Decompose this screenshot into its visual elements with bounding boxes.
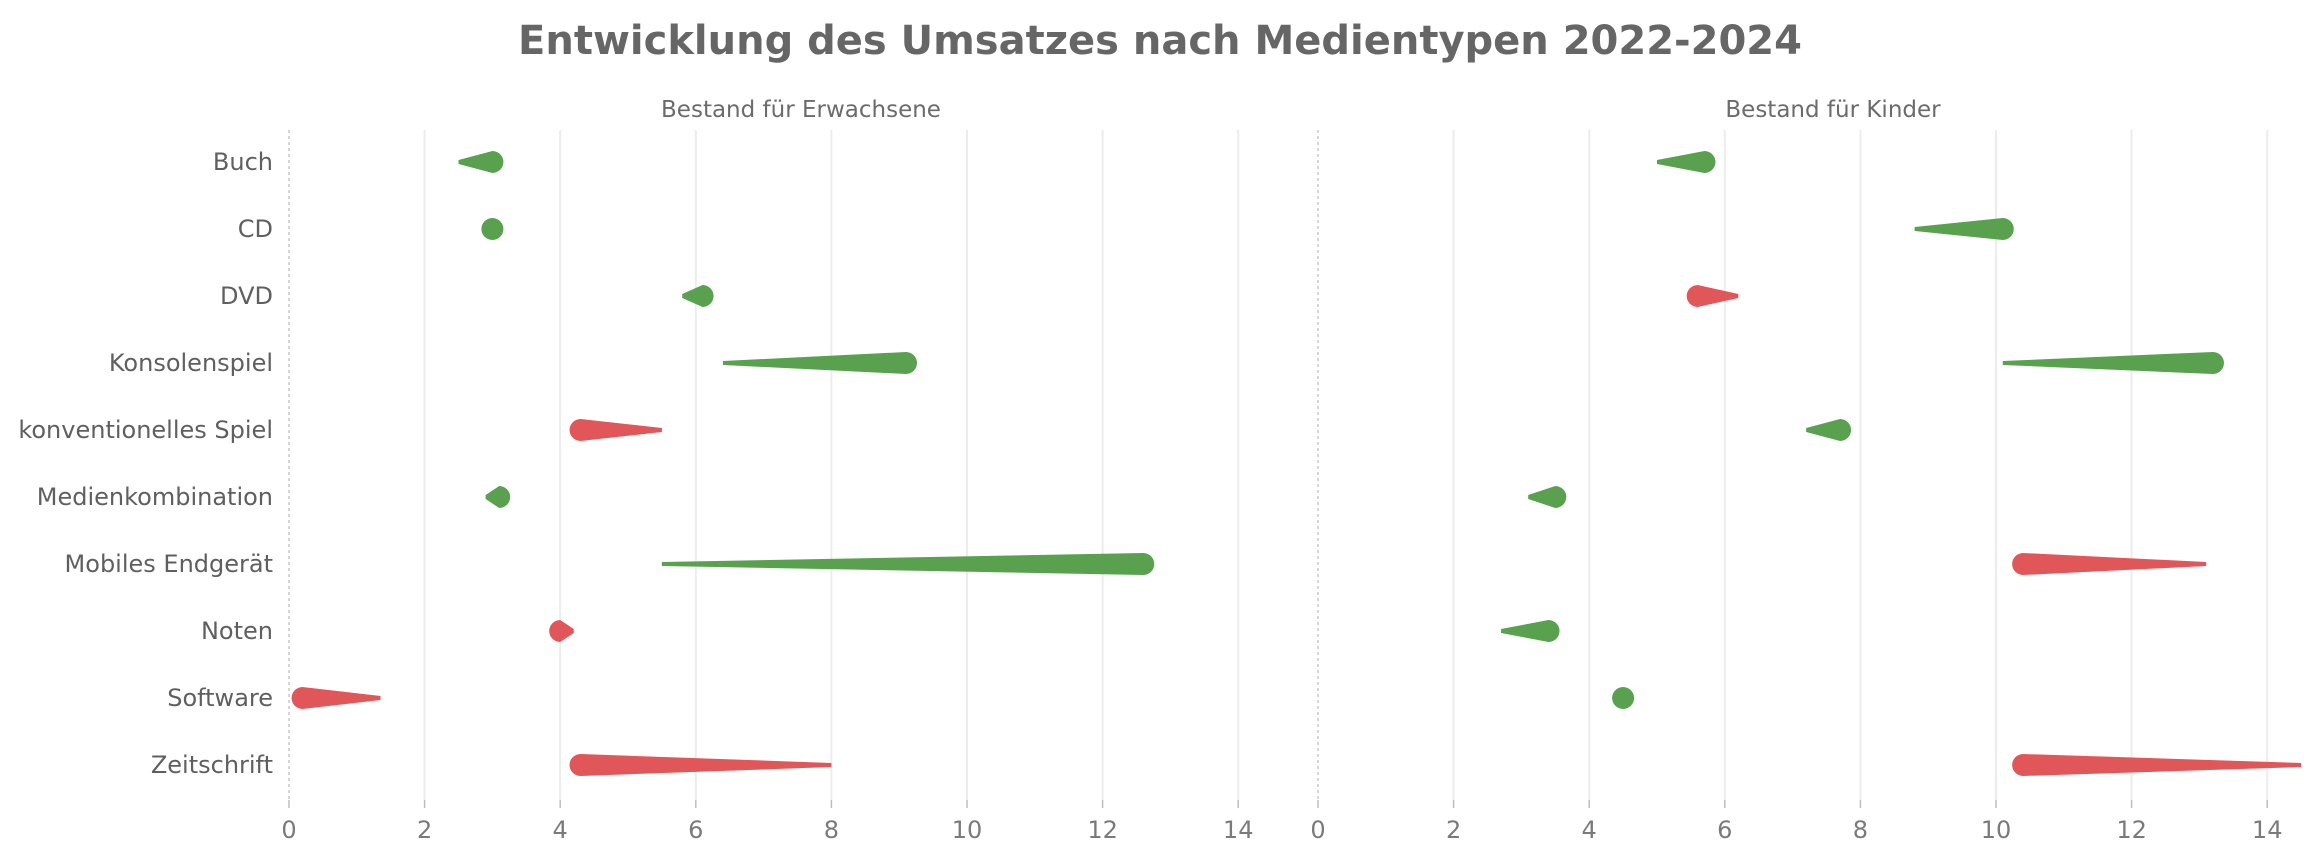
x-tick-label: 0 [1310, 816, 1325, 844]
x-tick-label: 10 [1981, 816, 2012, 844]
dumbbell-mark [549, 620, 574, 642]
category-label: CD [238, 215, 273, 243]
x-tick-label: 6 [1717, 816, 1732, 844]
x-tick-label: 2 [417, 816, 432, 844]
category-label: Buch [213, 148, 273, 176]
dumbbell-mark [1914, 218, 2014, 240]
dumbbell-mark [1686, 285, 1739, 307]
dumbbell-mark [2002, 352, 2224, 374]
dumbbell-mark [2012, 754, 2302, 776]
dumbbell-mark [1528, 486, 1567, 508]
category-label: Noten [201, 617, 273, 645]
dumbbell-mark [682, 285, 714, 307]
category-label: Konsolenspiel [109, 349, 273, 377]
x-tick-label: 8 [824, 816, 839, 844]
x-tick-label: 4 [553, 816, 568, 844]
category-label: konventionelles Spiel [18, 416, 273, 444]
chart-title: Entwicklung des Umsatzes nach Medientype… [518, 18, 1802, 64]
x-tick-label: 10 [952, 816, 983, 844]
x-tick-label: 8 [1853, 816, 1868, 844]
x-tick-label: 6 [688, 816, 703, 844]
category-label: Medienkombination [37, 483, 273, 511]
x-tick-label: 2 [1446, 816, 1461, 844]
dumbbell-mark [1612, 687, 1635, 709]
x-tick-label: 12 [1087, 816, 1118, 844]
dumbbell-mark [569, 754, 832, 776]
dumbbell-mark [1657, 151, 1716, 173]
x-tick-label: 14 [1223, 816, 1254, 844]
category-label: Mobiles Endgerät [65, 550, 273, 578]
category-label: Zeitschrift [151, 751, 273, 779]
dumbbell-mark [485, 486, 511, 508]
dumbbell-mark [291, 687, 381, 709]
dumbbell-mark [2012, 553, 2207, 575]
panel-title: Bestand für Erwachsene [661, 97, 941, 123]
x-tick-label: 0 [281, 816, 296, 844]
dumbbell-mark [569, 419, 662, 441]
category-label: Software [167, 684, 273, 712]
category-label: DVD [220, 282, 273, 310]
x-tick-label: 4 [1582, 816, 1597, 844]
dumbbell-mark [1501, 620, 1560, 642]
x-tick-label: 12 [2116, 816, 2147, 844]
dumbbell-mark [458, 151, 504, 173]
dumbbell-mark [1806, 419, 1852, 441]
dumbbell-mark [661, 553, 1155, 575]
dumbbell-mark [722, 352, 917, 374]
x-tick-label: 14 [2252, 816, 2283, 844]
dumbbell-mark [481, 218, 504, 240]
panel-title: Bestand für Kinder [1725, 97, 1941, 123]
